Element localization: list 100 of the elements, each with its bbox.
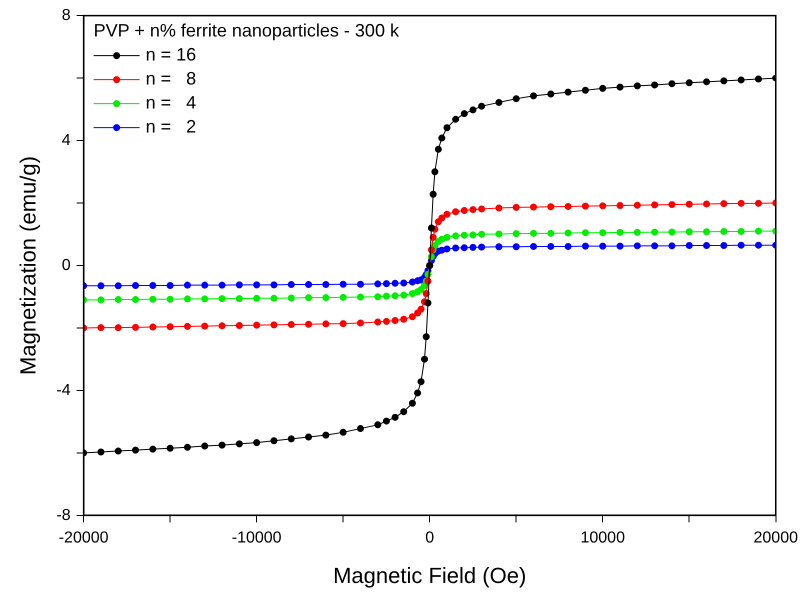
point [512, 230, 520, 238]
point [305, 281, 312, 288]
point [322, 320, 330, 328]
point [469, 244, 476, 251]
point [97, 282, 104, 290]
point [564, 88, 572, 96]
point [754, 242, 762, 249]
point [720, 200, 728, 208]
point [305, 294, 312, 302]
point [478, 244, 486, 251]
point [149, 296, 156, 303]
point [443, 124, 450, 132]
point [668, 242, 676, 250]
point [340, 428, 347, 436]
point [582, 229, 589, 236]
x-tick-label: -10000 [232, 529, 282, 546]
point [686, 228, 693, 236]
point [530, 230, 538, 237]
point [754, 76, 762, 83]
point [512, 243, 520, 250]
point [322, 281, 330, 288]
point [547, 230, 554, 237]
point [443, 245, 450, 252]
legend-label: n = 8 [146, 68, 196, 89]
point [452, 208, 460, 216]
point [382, 318, 390, 325]
point [400, 408, 408, 416]
point [738, 242, 745, 249]
point [599, 229, 606, 236]
point [754, 200, 762, 207]
point [201, 295, 208, 302]
point [422, 333, 430, 340]
point [686, 79, 693, 86]
point [236, 322, 243, 329]
legend-label: n = 16 [146, 44, 196, 65]
point [270, 437, 278, 444]
point [478, 205, 486, 212]
point [668, 228, 676, 236]
point [305, 320, 312, 328]
point [132, 296, 140, 304]
point [564, 242, 572, 250]
point [547, 203, 554, 210]
point [443, 234, 450, 241]
point [430, 190, 437, 198]
point [166, 282, 174, 289]
point [478, 230, 486, 238]
point [114, 296, 122, 304]
point [651, 201, 658, 208]
point [114, 324, 122, 332]
legend-title: PVP + n% ferrite nanoparticles - 300 k [94, 20, 400, 41]
point [495, 243, 502, 250]
point [668, 80, 676, 88]
point [428, 224, 435, 232]
point [616, 242, 624, 250]
point [288, 294, 295, 302]
point [686, 200, 693, 208]
point [201, 282, 208, 289]
point [530, 204, 538, 211]
point [166, 444, 174, 452]
point [582, 86, 589, 94]
point [340, 294, 347, 301]
point [392, 280, 399, 287]
point [738, 200, 745, 207]
point [149, 282, 156, 289]
point [305, 433, 312, 440]
point [166, 296, 174, 303]
point [288, 321, 295, 328]
point [720, 228, 728, 235]
point [382, 280, 390, 288]
point [184, 295, 191, 302]
y-axis-title: Magnetization (emu/g) [15, 156, 40, 375]
point [418, 306, 425, 313]
point [382, 292, 390, 300]
point [547, 90, 554, 98]
y-tick-label: 0 [62, 256, 71, 274]
point [201, 442, 208, 450]
point [382, 418, 390, 425]
point [495, 230, 502, 238]
point [634, 82, 641, 90]
x-axis-title: Magnetic Field (Oe) [333, 562, 526, 588]
point [374, 293, 382, 300]
point [400, 316, 408, 323]
point [582, 202, 589, 210]
point [599, 84, 606, 92]
point [452, 232, 460, 240]
point [236, 281, 243, 288]
point [218, 295, 226, 302]
point [616, 84, 624, 91]
point [374, 421, 382, 428]
point [97, 324, 104, 332]
point [720, 77, 728, 84]
legend-label: n = 4 [146, 92, 196, 113]
point [460, 207, 468, 214]
point [478, 102, 486, 110]
point [201, 322, 208, 330]
point [703, 242, 710, 250]
point [599, 242, 606, 250]
point [400, 292, 408, 299]
point [253, 281, 260, 288]
point [703, 78, 710, 86]
